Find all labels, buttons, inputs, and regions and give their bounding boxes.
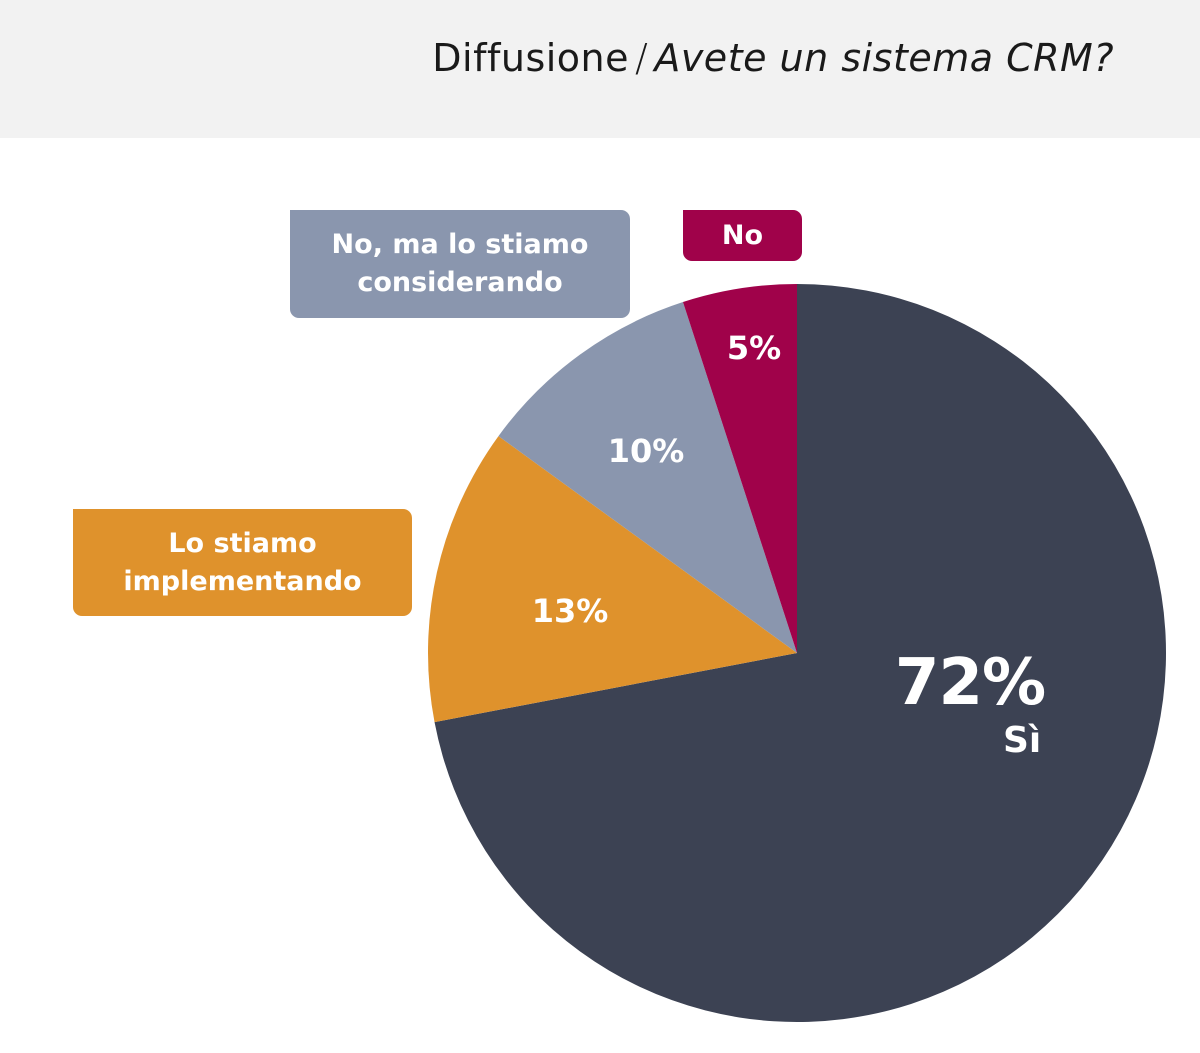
slice-label-si-pct: 72% <box>894 646 1046 720</box>
callout-considering: No, ma lo stiamo considerando <box>290 210 630 318</box>
slice-label-considering-pct: 10% <box>607 432 685 470</box>
title-question: Avete un sistema CRM? <box>654 36 1114 80</box>
callout-no: No <box>683 210 802 261</box>
slice-label-implementing-pct: 13% <box>531 592 609 630</box>
callout-considering-line-2: considerando <box>357 267 563 298</box>
callout-implementing-line-1: Lo stiamo <box>168 527 317 559</box>
title-separator: / <box>635 36 649 80</box>
callout-considering-line-1: No, ma lo stiamo <box>331 229 589 260</box>
chart-title: Diffusione / Avete un sistema CRM? <box>432 36 1114 80</box>
callout-implementing-line-2: implementando <box>123 565 362 597</box>
slice-label-no-pct: 5% <box>726 329 782 367</box>
pie-slice-no <box>682 284 797 653</box>
slice-label-si-name: Sì <box>1003 720 1042 761</box>
callout-no-line-1: No <box>721 219 764 251</box>
callout-implementing: Lo stiamo implementando <box>73 509 412 616</box>
pie-slice-sì <box>434 284 1167 1023</box>
pie-slice-no-ma-lo-stiamo-considerando <box>498 302 797 653</box>
pie-slice-lo-stiamo-implementando <box>428 436 797 723</box>
header-band <box>0 0 1200 138</box>
title-topic: Diffusione <box>432 36 630 80</box>
